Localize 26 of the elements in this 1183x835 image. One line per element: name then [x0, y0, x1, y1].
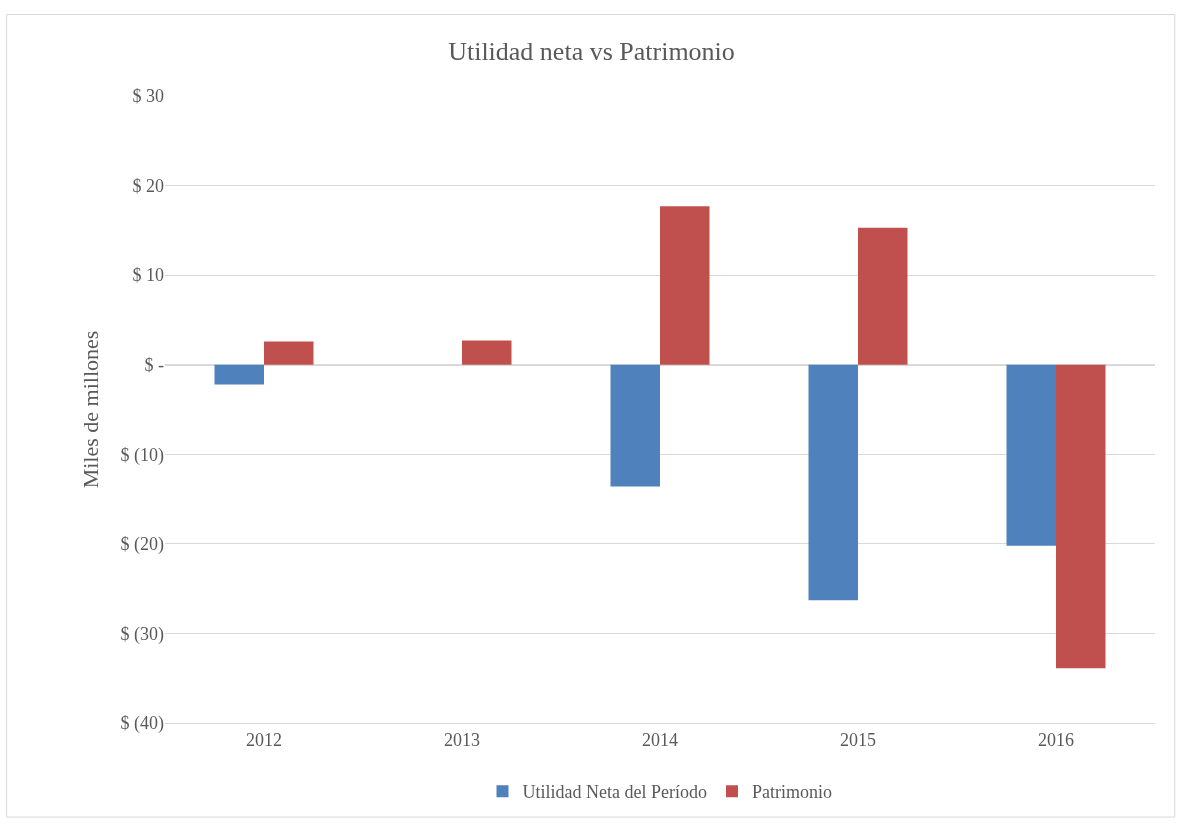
y-tick-label: $ (40) — [120, 713, 164, 735]
x-tick-label: 2012 — [246, 729, 282, 750]
y-axis-title: Miles de millones — [78, 330, 104, 489]
bar — [610, 364, 660, 487]
bar — [808, 364, 858, 601]
bar — [462, 340, 512, 365]
x-tick-label: 2013 — [444, 729, 480, 750]
y-tick-label: $ (10) — [120, 444, 164, 466]
y-tick-label: $ (20) — [120, 534, 164, 556]
bar — [1006, 364, 1056, 546]
bar — [264, 341, 314, 365]
legend-label: Utilidad Neta del Período — [522, 782, 707, 803]
legend-label: Patrimonio — [751, 782, 832, 803]
bar — [1056, 364, 1106, 669]
x-tick-label: 2016 — [1038, 729, 1074, 750]
x-tick-label: 2015 — [840, 729, 876, 750]
y-tick-label: $ 10 — [132, 265, 164, 286]
chart-title: Utilidad neta vs Patrimonio — [448, 36, 735, 66]
y-tick-label: $ - — [144, 355, 164, 376]
y-tick-label: $ 30 — [132, 86, 164, 107]
y-tick-label: $ (30) — [120, 623, 164, 645]
x-tick-label: 2014 — [642, 729, 678, 750]
bar — [214, 364, 264, 385]
bar — [660, 206, 710, 365]
bar — [858, 227, 908, 365]
y-tick-label: $ 20 — [132, 175, 164, 196]
